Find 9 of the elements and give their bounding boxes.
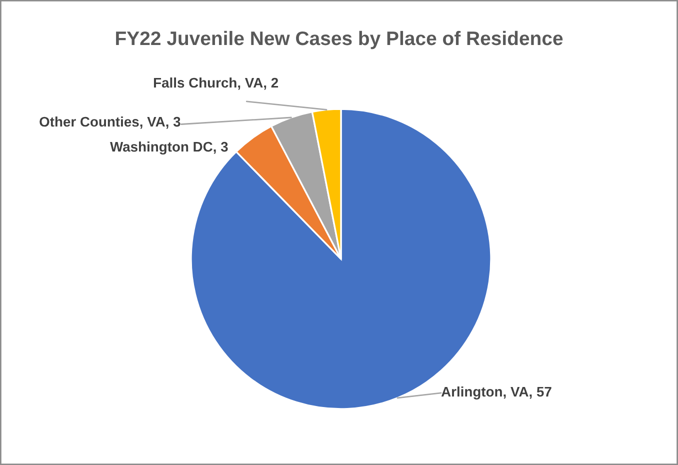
- slice-label: Other Counties, VA: [40, 116, 165, 129]
- slice-label: Falls Church, VA: [154, 77, 263, 90]
- data-label: , 3: [214, 142, 228, 154]
- slice-label: Washington DC: [110, 141, 212, 155]
- data-label: , 57: [530, 386, 552, 399]
- slice-label: Arlington, VA: [441, 386, 528, 400]
- data-label: , 2: [264, 78, 278, 90]
- chart-title: FY22 Juvenile New Cases by Place of Residence: [116, 30, 563, 50]
- data-label: , 3: [166, 116, 180, 129]
